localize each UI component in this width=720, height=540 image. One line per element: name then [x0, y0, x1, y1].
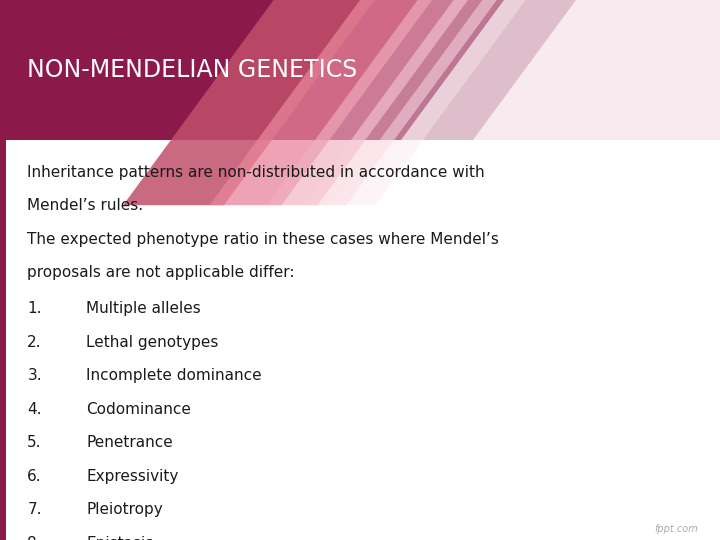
Text: 6.: 6.	[27, 469, 42, 484]
Text: Codominance: Codominance	[86, 402, 192, 417]
Text: 7.: 7.	[27, 502, 42, 517]
Text: 3.: 3.	[27, 368, 42, 383]
Text: 5.: 5.	[27, 435, 42, 450]
Text: Penetrance: Penetrance	[86, 435, 173, 450]
Text: Lethal genotypes: Lethal genotypes	[86, 335, 219, 350]
Text: Epistasis: Epistasis	[86, 536, 153, 540]
Text: Multiple alleles: Multiple alleles	[86, 301, 201, 316]
Polygon shape	[210, 0, 432, 205]
Text: 2.: 2.	[27, 335, 42, 350]
Text: Mendel’s rules.: Mendel’s rules.	[27, 198, 143, 213]
Polygon shape	[332, 0, 526, 205]
Polygon shape	[473, 0, 720, 140]
Text: Expressivity: Expressivity	[86, 469, 179, 484]
Polygon shape	[401, 0, 720, 140]
Text: 4.: 4.	[27, 402, 42, 417]
Polygon shape	[267, 0, 468, 205]
Text: 1.: 1.	[27, 301, 42, 316]
Polygon shape	[303, 0, 497, 205]
Text: fppt.com: fppt.com	[654, 523, 698, 534]
Text: Pleiotropy: Pleiotropy	[86, 502, 163, 517]
Bar	[0, 0, 720, 140]
Text: Incomplete dominance: Incomplete dominance	[86, 368, 262, 383]
Text: NON-MENDELIAN GENETICS: NON-MENDELIAN GENETICS	[27, 58, 358, 82]
Bar	[0, 0, 6, 540]
Text: The expected phenotype ratio in these cases where Mendel’s: The expected phenotype ratio in these ca…	[27, 232, 499, 247]
Text: proposals are not applicable differ:: proposals are not applicable differ:	[27, 265, 295, 280]
Text: 8.: 8.	[27, 536, 42, 540]
Text: Inheritance patterns are non-distributed in accordance with: Inheritance patterns are non-distributed…	[27, 165, 485, 180]
Polygon shape	[123, 0, 374, 205]
